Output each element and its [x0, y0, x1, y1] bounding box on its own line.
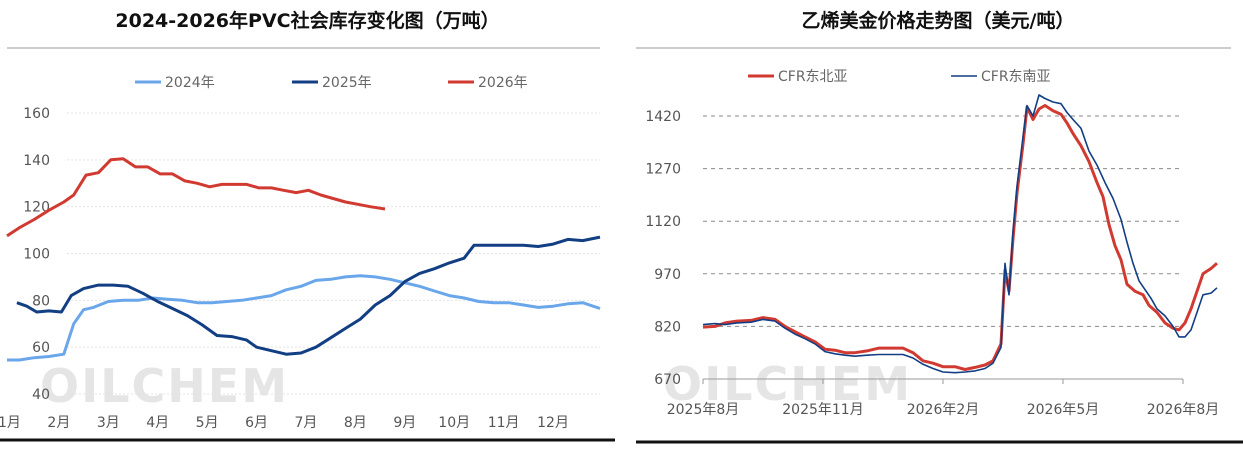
x-tick-label: 6月: [245, 415, 268, 431]
y-tick-label: 120: [23, 200, 50, 216]
x-tick-label: 2026年2月: [907, 402, 980, 418]
y-tick-label: 100: [23, 247, 50, 263]
x-tick-label: 2026年8月: [1147, 402, 1220, 418]
x-tick-label: 4月: [146, 415, 169, 431]
x-tick-label: 11月: [488, 415, 520, 431]
y-tick-label: 970: [654, 267, 681, 283]
x-tick-label: 7月: [295, 415, 318, 431]
y-tick-label: 40: [32, 387, 50, 403]
x-tick-label: 2月: [47, 415, 70, 431]
y-tick-label: 140: [23, 153, 50, 169]
x-tick-label: 9月: [393, 415, 416, 431]
legend-label: CFR东北亚: [778, 69, 848, 85]
pvc-inventory-chart-panel: 2024-2026年PVC社会库存变化图（万吨） OILCHEM 40 60 80 10…: [0, 0, 615, 452]
x-tick-label: 1月: [0, 415, 21, 431]
chart-title: 乙烯美金价格走势图（美元/吨）: [801, 10, 1075, 32]
x-tick-label: 12月: [537, 415, 569, 431]
watermark: OILCHEM: [40, 359, 289, 413]
chart-title: 2024-2026年PVC社会库存变化图（万吨）: [115, 10, 500, 32]
y-tick-label: 160: [23, 106, 50, 122]
legend-label: CFR东南亚: [981, 69, 1051, 85]
legend-label: 2026年: [478, 75, 528, 91]
x-tick-label: 8月: [344, 415, 367, 431]
x-tick-label: 2025年11月: [782, 402, 863, 418]
legend-label: 2025年: [322, 75, 372, 91]
y-tick-label: 1270: [645, 162, 681, 178]
y-tick-label: 1120: [645, 214, 681, 230]
x-tick-label: 10月: [438, 415, 470, 431]
y-tick-label: 670: [654, 372, 681, 388]
y-tick-label: 80: [32, 293, 50, 309]
y-tick-label: 60: [32, 340, 50, 356]
x-tick-label: 2026年5月: [1027, 402, 1100, 418]
x-tick-label: 2025年8月: [667, 402, 740, 418]
x-tick-label: 3月: [97, 415, 120, 431]
y-tick-label: 820: [654, 319, 681, 335]
watermark: OILCHEM: [663, 357, 912, 411]
series-line: [16, 235, 601, 356]
ethylene-price-chart-panel: 乙烯美金价格走势图（美元/吨） OILCHEM 670 820 970 1120 1270…: [633, 0, 1243, 452]
legend-label: 2024年: [165, 75, 215, 91]
series-line: [702, 104, 1218, 371]
series-line: [7, 274, 601, 362]
y-tick-label: 1420: [645, 109, 681, 125]
x-tick-label: 5月: [196, 415, 219, 431]
series-line: [702, 94, 1218, 374]
series-line: [6, 157, 386, 238]
